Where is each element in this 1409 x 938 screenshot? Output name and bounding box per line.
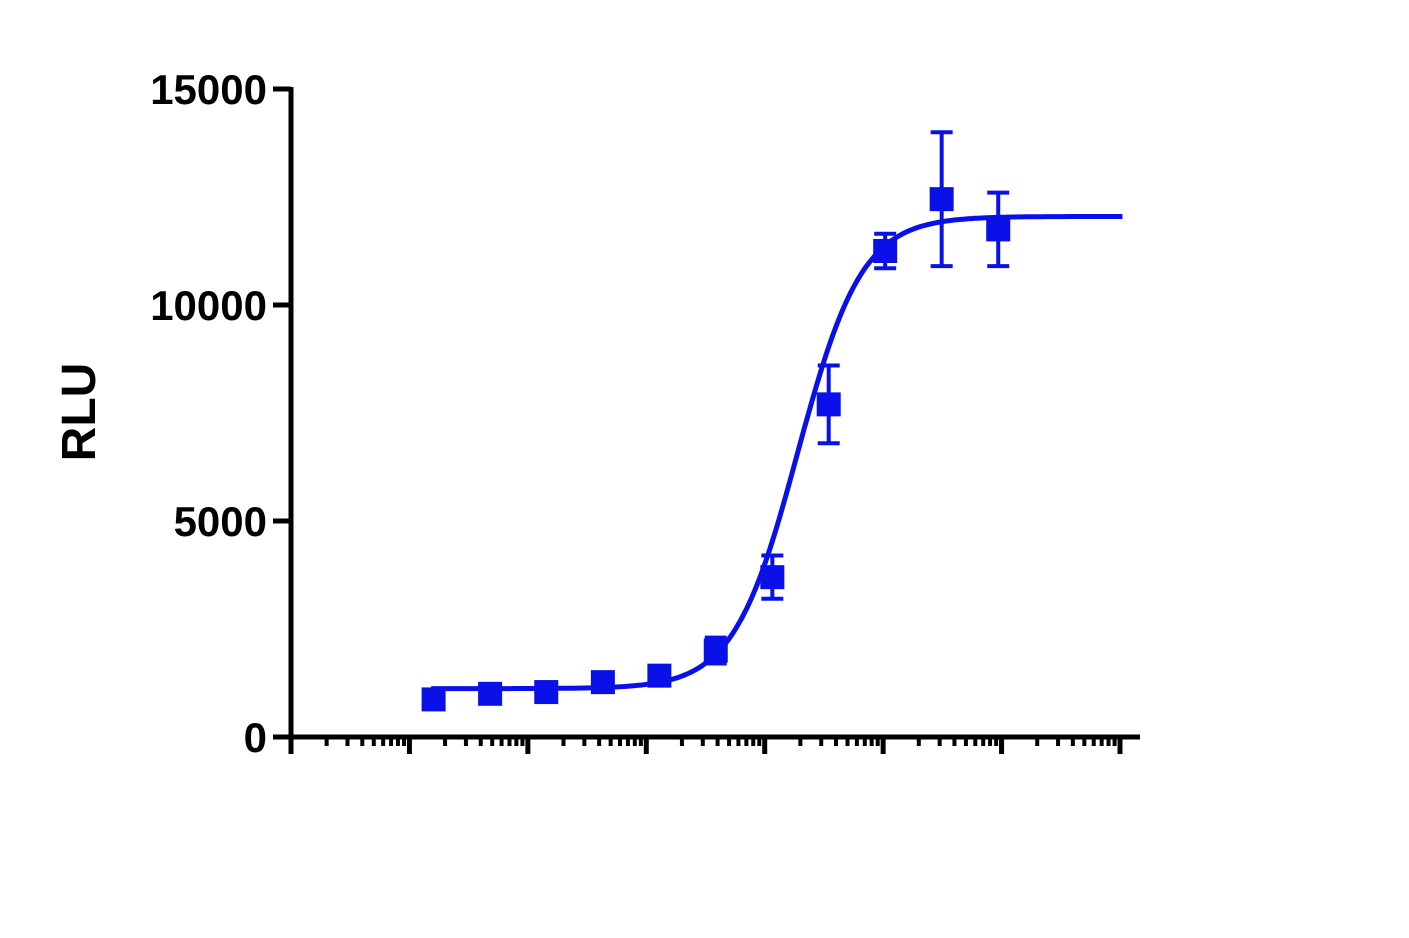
y-tick-label: 5000 — [174, 498, 267, 545]
y-tick-label: 15000 — [150, 66, 267, 113]
data-point — [534, 680, 559, 705]
data-point — [873, 239, 898, 263]
y-axis-label: RLU — [53, 363, 106, 462]
y-axis: 0 5000 10000 15000 — [150, 66, 294, 761]
data-point — [929, 187, 954, 212]
plot-area — [421, 130, 1123, 712]
data-point — [647, 663, 672, 688]
x-axis — [288, 734, 1140, 754]
data-point — [421, 687, 446, 712]
data-point — [590, 670, 615, 695]
data-point — [816, 392, 841, 417]
data-point — [478, 681, 503, 706]
data-point — [986, 217, 1011, 242]
fit-curve — [431, 214, 1123, 692]
data-point — [760, 565, 785, 590]
y-tick-label: 10000 — [150, 282, 267, 329]
y-tick-label: 0 — [244, 714, 267, 761]
data-point — [703, 638, 728, 663]
